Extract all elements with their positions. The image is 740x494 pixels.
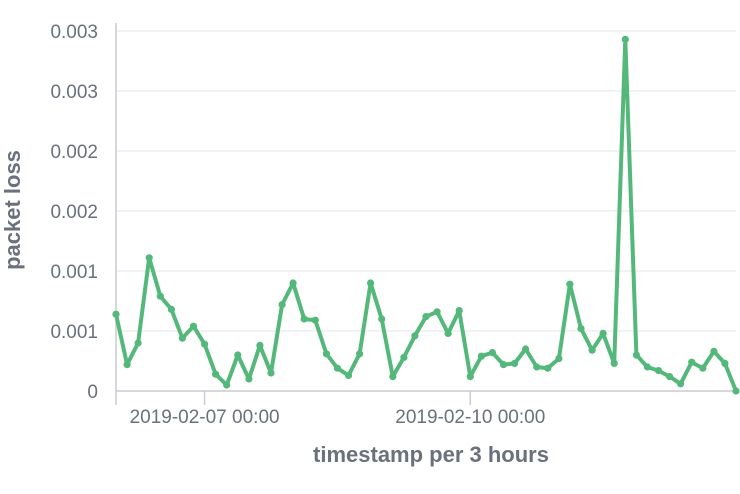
data-point[interactable] <box>632 351 641 359</box>
data-point[interactable] <box>577 325 585 333</box>
data-point[interactable] <box>422 313 430 321</box>
data-point[interactable] <box>322 350 330 358</box>
x-axis-title: timestamp per 3 hours <box>313 442 549 467</box>
y-axis: 0 0.001 0.001 0.002 0.002 0.003 0.003 <box>50 22 117 403</box>
data-point[interactable] <box>145 254 153 262</box>
y-tick-label: 0.002 <box>50 202 98 223</box>
data-point[interactable] <box>167 305 175 313</box>
data-point[interactable] <box>389 373 397 381</box>
data-point[interactable] <box>732 387 740 395</box>
data-point[interactable] <box>267 369 275 377</box>
data-point[interactable] <box>666 373 674 381</box>
data-point[interactable] <box>654 367 663 375</box>
y-tick-label: 0.003 <box>50 22 98 43</box>
data-point[interactable] <box>621 35 629 44</box>
data-point[interactable] <box>455 307 463 315</box>
data-point[interactable] <box>599 329 607 337</box>
data-point[interactable] <box>367 279 375 287</box>
grid <box>116 30 736 332</box>
data-point[interactable] <box>256 341 264 349</box>
data-point[interactable] <box>433 308 441 316</box>
data-point[interactable] <box>156 292 164 300</box>
data-point[interactable] <box>510 359 519 367</box>
data-point[interactable] <box>134 339 142 347</box>
y-tick-label: 0.001 <box>50 262 98 283</box>
data-point[interactable] <box>311 316 319 324</box>
data-point[interactable] <box>411 332 419 340</box>
data-point[interactable] <box>344 371 353 379</box>
data-point[interactable] <box>488 349 496 357</box>
data-point[interactable] <box>189 322 198 330</box>
y-tick-label: 0 <box>87 382 98 403</box>
data-point[interactable] <box>378 315 386 323</box>
data-point[interactable] <box>721 359 729 367</box>
data-point[interactable] <box>710 347 718 355</box>
y-tick-label: 0.003 <box>50 82 98 103</box>
data-point[interactable] <box>212 370 220 378</box>
data-point[interactable] <box>477 352 485 360</box>
data-point[interactable] <box>278 301 286 309</box>
data-point[interactable] <box>234 351 242 359</box>
data-point[interactable] <box>356 350 364 358</box>
data-point[interactable] <box>688 358 696 366</box>
data-point[interactable] <box>533 363 541 371</box>
data-point[interactable] <box>289 279 297 287</box>
data-point[interactable] <box>466 373 474 381</box>
y-tick-label: 0.002 <box>50 142 98 163</box>
data-point[interactable] <box>123 361 131 369</box>
data-point[interactable] <box>400 353 408 361</box>
data-point[interactable] <box>178 334 186 342</box>
data-point[interactable] <box>499 361 508 369</box>
data-point[interactable] <box>444 329 452 337</box>
x-tick-label: 2019-02-07 00:00 <box>130 407 280 428</box>
data-point[interactable] <box>588 346 596 354</box>
data-point[interactable] <box>566 280 574 288</box>
data-point[interactable] <box>522 345 530 353</box>
series <box>112 35 740 395</box>
data-point[interactable] <box>643 363 652 371</box>
data-point[interactable] <box>245 375 253 383</box>
x-tick-label: 2019-02-10 00:00 <box>395 407 545 428</box>
series-line <box>114 37 738 393</box>
data-point[interactable] <box>201 340 209 348</box>
y-tick-label: 0.001 <box>50 322 98 343</box>
data-point[interactable] <box>699 364 707 372</box>
data-point[interactable] <box>555 355 563 363</box>
data-point[interactable] <box>544 364 552 372</box>
data-point[interactable] <box>112 310 120 318</box>
data-point[interactable] <box>677 380 685 388</box>
data-point[interactable] <box>300 315 308 323</box>
y-axis-title: packet loss <box>0 150 25 270</box>
data-point[interactable] <box>610 359 618 367</box>
x-axis: 2019-02-07 00:00 2019-02-10 00:00 <box>115 390 736 428</box>
data-point[interactable] <box>333 364 341 372</box>
data-point[interactable] <box>223 381 231 389</box>
